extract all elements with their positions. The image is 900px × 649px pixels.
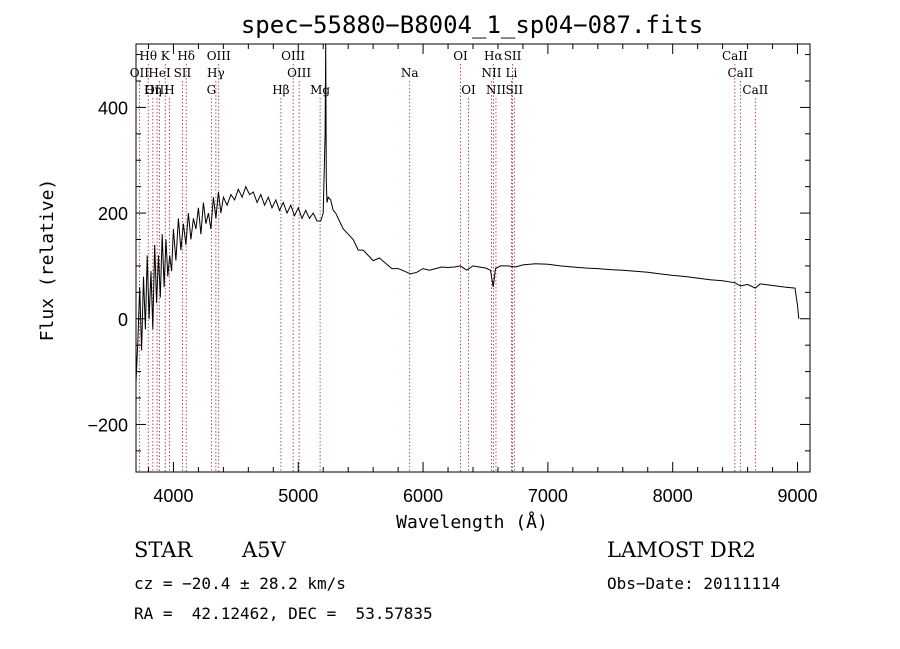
x-tick-label: 4000 xyxy=(153,486,193,506)
line-marker-label: OIII xyxy=(281,49,305,63)
line-marker-label: Hβ xyxy=(272,83,289,97)
line-marker-label: OIII xyxy=(287,66,311,80)
line-marker-label: Hθ xyxy=(139,49,157,63)
line-marker-label: Mg xyxy=(310,83,330,97)
x-tick-label: 7000 xyxy=(528,486,568,506)
obs-date: Obs−Date: 20111114 xyxy=(607,574,781,593)
axis-tick-labels: 4000 5000 6000 7000 8000 9000 −200 0 200 400 xyxy=(87,98,817,506)
x-tick-label: 9000 xyxy=(777,486,817,506)
line-marker-label: SII xyxy=(504,49,522,63)
line-marker-group xyxy=(138,64,756,472)
x-tick-label: 6000 xyxy=(403,486,443,506)
line-marker-label: OII xyxy=(130,66,150,80)
line-marker-label: SII xyxy=(505,83,523,97)
line-marker-label: CaII xyxy=(742,83,768,97)
line-marker-label: Hγ xyxy=(207,66,225,80)
y-tick-label: 400 xyxy=(98,98,128,118)
coordinates: RA = 42.12462, DEC = 53.57835 xyxy=(134,604,433,623)
y-tick-label: 0 xyxy=(118,310,128,330)
line-marker-label: NII xyxy=(481,66,501,80)
line-marker-label: OIII xyxy=(145,83,169,97)
line-marker-label: H xyxy=(164,83,174,97)
plot-frame xyxy=(135,43,811,473)
line-marker-label: Hη xyxy=(144,83,162,97)
line-marker-label: NII xyxy=(486,83,506,97)
chart-title: spec−55880−B8004_1_sp04−087.fits xyxy=(241,11,703,39)
survey-name: LAMOST DR2 xyxy=(607,538,756,562)
line-marker-label: G xyxy=(207,83,217,97)
line-marker-label: K xyxy=(161,49,171,63)
line-marker-label: HeI xyxy=(148,66,171,80)
line-marker-label: OI xyxy=(461,83,476,97)
object-class: STAR xyxy=(134,538,193,562)
line-marker-label: OIII xyxy=(207,49,231,63)
line-marker-label: Hα xyxy=(484,49,503,63)
line-marker-label: Na xyxy=(401,66,419,80)
y-axis-label: Flux (relative) xyxy=(37,179,58,342)
line-marker-label: Li xyxy=(506,66,518,80)
line-marker-label: Hδ xyxy=(177,49,195,63)
line-marker-label: SII xyxy=(174,66,192,80)
line-marker-label: CaII xyxy=(722,49,748,63)
y-tick-label: −200 xyxy=(87,415,128,435)
redshift-readout: cz = −20.4 ± 28.2 km/s xyxy=(134,574,346,593)
y-tick-label: 200 xyxy=(98,204,128,224)
axis-ticks xyxy=(136,44,810,472)
object-subclass: A5V xyxy=(242,538,286,562)
x-tick-label: 5000 xyxy=(278,486,318,506)
line-marker-label: CaII xyxy=(727,66,753,80)
spectrum-line xyxy=(135,43,800,383)
x-axis-label: Wavelength (Å) xyxy=(396,511,548,533)
x-tick-label: 8000 xyxy=(653,486,693,506)
line-marker-label: OI xyxy=(453,49,468,63)
